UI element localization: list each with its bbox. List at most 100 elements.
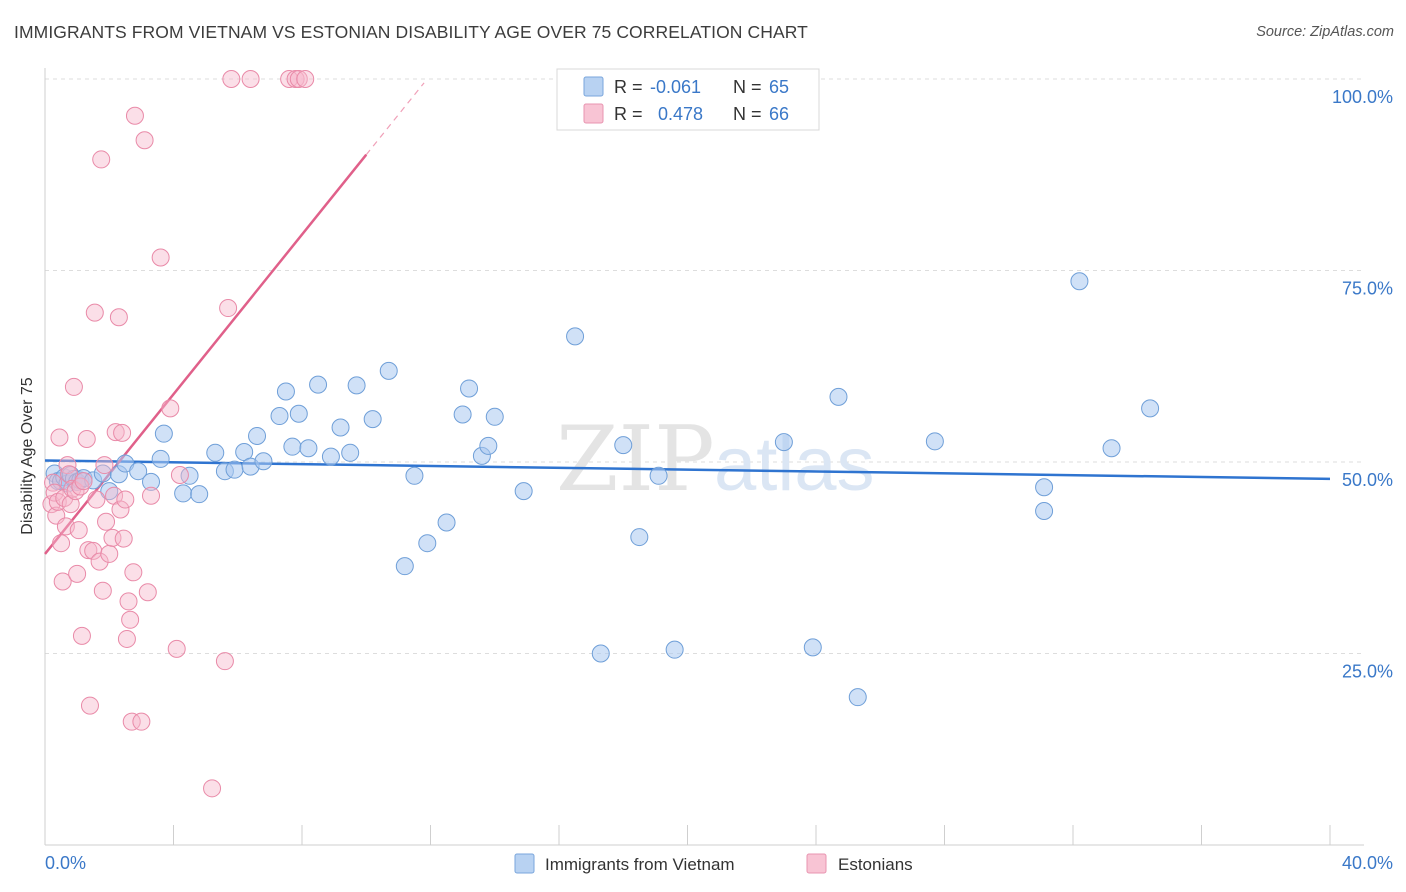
x-tick-label: 40.0%	[1342, 853, 1393, 873]
point-estonians	[142, 486, 161, 505]
point-vietnam	[1070, 272, 1089, 291]
point-estonians	[97, 512, 116, 531]
point-vietnam	[614, 436, 633, 455]
point-vietnam	[289, 404, 308, 423]
point-estonians	[219, 299, 238, 318]
point-vietnam	[848, 688, 867, 707]
point-estonians	[77, 430, 96, 449]
point-vietnam	[331, 418, 350, 437]
point-estonians	[93, 581, 112, 600]
point-vietnam	[630, 528, 649, 547]
legend-r-value-1: -0.061	[650, 77, 701, 97]
point-vietnam	[283, 437, 302, 456]
point-vietnam	[1141, 399, 1160, 418]
legend-n-value-1: 65	[769, 77, 789, 97]
point-vietnam	[299, 439, 318, 458]
point-vietnam	[321, 447, 340, 466]
point-vietnam	[154, 424, 173, 443]
y-tick-label: 25.0%	[1342, 662, 1393, 682]
point-vietnam	[206, 443, 225, 462]
point-estonians	[74, 472, 93, 491]
point-estonians	[109, 308, 128, 327]
point-estonians	[138, 583, 157, 602]
legend-n-value-2: 66	[769, 104, 789, 124]
point-vietnam	[774, 433, 793, 452]
point-estonians	[58, 456, 77, 475]
point-estonians	[92, 150, 111, 169]
point-vietnam	[363, 410, 382, 429]
point-vietnam	[1102, 439, 1121, 458]
point-estonians	[100, 544, 119, 563]
point-estonians	[296, 70, 315, 88]
y-tick-label: 75.0%	[1342, 279, 1393, 299]
point-vietnam	[460, 379, 479, 398]
point-estonians	[80, 696, 99, 715]
point-estonians	[203, 779, 222, 798]
point-vietnam	[395, 557, 414, 576]
bottom-legend-swatch-vietnam	[514, 853, 535, 874]
point-vietnam	[347, 376, 366, 395]
point-estonians	[50, 428, 69, 447]
point-vietnam	[665, 640, 684, 659]
point-vietnam	[405, 466, 424, 485]
point-estonians	[135, 131, 154, 150]
y-tick-label: 100.0%	[1332, 87, 1393, 107]
point-vietnam	[248, 426, 267, 445]
point-estonians	[119, 592, 138, 611]
point-estonians	[222, 70, 241, 88]
point-vietnam	[341, 443, 360, 462]
legend-r-value-2: 0.478	[658, 104, 703, 124]
point-vietnam	[591, 644, 610, 663]
watermark: ZIP atlas	[556, 407, 875, 512]
axes	[44, 68, 1364, 846]
point-estonians	[87, 490, 106, 509]
point-estonians	[124, 563, 143, 582]
point-vietnam	[180, 466, 199, 485]
point-estonians	[69, 521, 88, 540]
point-estonians	[53, 572, 72, 591]
point-vietnam	[225, 460, 244, 479]
point-estonians	[113, 423, 132, 442]
point-vietnam	[829, 387, 848, 406]
point-estonians	[215, 652, 234, 671]
point-estonians	[90, 552, 109, 571]
point-vietnam	[151, 449, 170, 468]
point-estonians	[95, 456, 114, 475]
point-estonians	[151, 248, 170, 267]
point-estonians	[241, 70, 260, 88]
point-estonians	[106, 423, 125, 442]
point-estonians	[71, 477, 90, 496]
series-vietnam-points	[45, 272, 1160, 707]
point-vietnam	[174, 484, 193, 503]
point-vietnam	[309, 375, 328, 394]
gridlines	[45, 78, 1364, 654]
point-vietnam	[1035, 478, 1054, 497]
point-vietnam	[418, 534, 437, 553]
watermark-atlas: atlas	[714, 422, 875, 507]
point-vietnam	[453, 405, 472, 424]
bottom-legend-label-estonians: Estonians	[838, 855, 913, 874]
point-estonians	[280, 70, 299, 88]
point-estonians	[122, 712, 141, 731]
legend-swatch-pink	[583, 103, 604, 124]
point-estonians	[132, 712, 151, 731]
point-estonians	[170, 466, 189, 485]
bottom-legend-label-vietnam: Immigrants from Vietnam	[545, 855, 735, 874]
series-estonians-points	[42, 70, 315, 798]
y-tick-labels: 25.0% 50.0% 75.0% 100.0%	[1332, 87, 1393, 682]
point-estonians	[60, 465, 79, 484]
legend-n-label-1: N =	[733, 77, 762, 97]
point-estonians	[167, 639, 186, 658]
point-vietnam	[129, 462, 148, 481]
point-vietnam	[142, 472, 161, 491]
point-estonians	[117, 629, 136, 648]
point-vietnam	[649, 466, 668, 485]
point-estonians	[68, 564, 87, 583]
point-estonians	[116, 490, 135, 509]
legend-swatch-blue	[583, 76, 604, 97]
point-vietnam	[379, 361, 398, 380]
watermark-zip: ZIP	[556, 407, 715, 512]
x-tick-labels: 0.0% 40.0%	[45, 853, 1393, 873]
point-estonians	[72, 626, 91, 645]
